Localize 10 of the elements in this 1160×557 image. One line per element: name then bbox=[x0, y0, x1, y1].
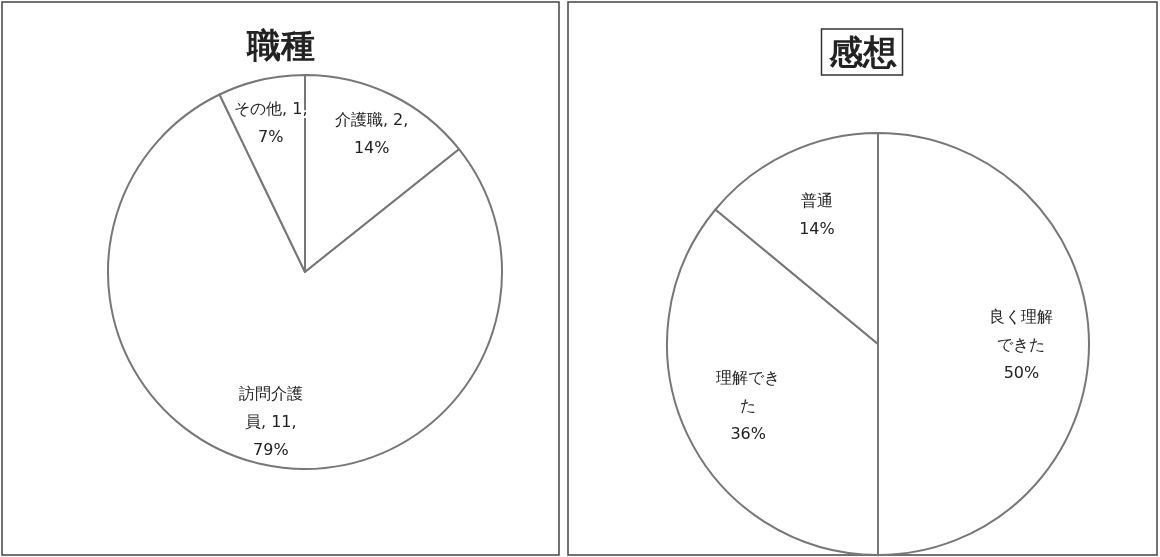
data-label: 50% bbox=[1003, 362, 1040, 382]
data-label: 14% bbox=[799, 218, 835, 238]
slice-label: 良く理解できた bbox=[989, 306, 1054, 354]
slice-label: 訪問介護員, 11, 79% bbox=[238, 384, 303, 460]
data-label: 36% bbox=[730, 423, 766, 443]
slice-label: 理解できた bbox=[716, 367, 781, 415]
slice-label: 介護職, 2, 14% bbox=[334, 110, 409, 158]
slice-label: 普通 bbox=[800, 190, 833, 210]
chart-title: 職種 bbox=[245, 25, 315, 65]
chart-title: 感想 bbox=[827, 32, 897, 72]
